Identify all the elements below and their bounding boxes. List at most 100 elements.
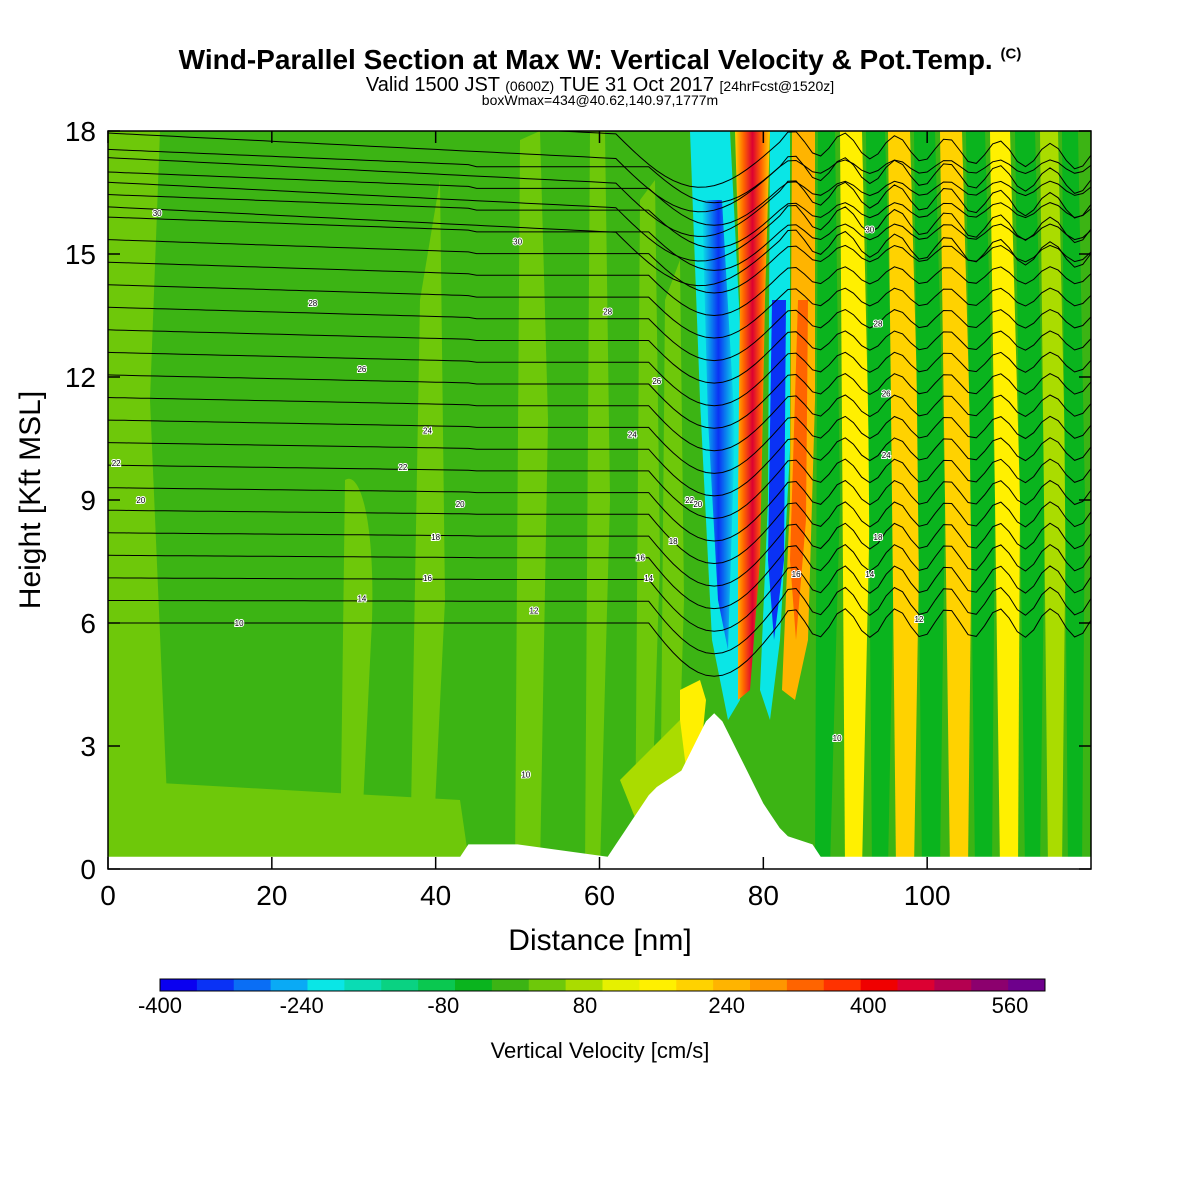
colorbar-swatch	[455, 979, 493, 991]
x-tick-label: 0	[100, 880, 116, 911]
contour-label: 28	[308, 299, 317, 308]
colorbar-swatch	[1008, 979, 1046, 991]
colorbar-swatch	[971, 979, 1009, 991]
colorbar: -400 -240 -80 80 240 400 560	[138, 978, 1046, 1018]
contour-label: 14	[865, 570, 874, 579]
theta-contour	[108, 543, 1091, 610]
contour-label: 30	[513, 238, 522, 247]
contour-label: 30	[153, 209, 162, 218]
colorbar-swatch	[934, 979, 972, 991]
theta-contour	[108, 206, 1091, 287]
colorbar-swatch	[750, 979, 788, 991]
chart-box-info: boxWmax=434@40.62,140.97,1777m	[481, 92, 719, 108]
contour-label: 20	[136, 496, 145, 505]
contour-label: 16	[792, 570, 801, 579]
colorbar-swatch	[860, 979, 899, 991]
theta-contour	[108, 437, 1091, 497]
colorbar-swatch	[381, 979, 419, 991]
contour-label: 24	[423, 426, 432, 435]
contour-label: 26	[357, 365, 366, 374]
y-tick-label: 15	[65, 239, 96, 270]
contour-label: 28	[874, 320, 883, 329]
contour-label: 16	[636, 553, 645, 562]
theta-contour	[108, 148, 1091, 204]
theta-contour	[108, 415, 1091, 474]
contour-label: 22	[398, 463, 407, 472]
contour-label: 28	[603, 307, 612, 316]
theta-contour	[108, 586, 1091, 655]
contour-label: 24	[882, 451, 891, 460]
theta-contour	[108, 373, 1091, 429]
colorbar-tick-label: -240	[280, 993, 324, 1018]
y-tick-label: 6	[80, 608, 96, 639]
theta-contour	[108, 565, 1091, 632]
colorbar-swatch	[713, 979, 751, 991]
colorbar-swatch	[823, 979, 862, 991]
x-tick-label: 80	[748, 880, 779, 911]
colorbar-swatch	[786, 979, 825, 991]
colorbar-swatch	[897, 979, 935, 991]
colorbar-label: Vertical Velocity [cm/s]	[491, 1038, 710, 1063]
contour-label: 30	[865, 225, 874, 234]
colorbar-swatch	[639, 979, 677, 991]
contour-label: 18	[874, 533, 883, 542]
colorbar-tick-label: 240	[708, 993, 745, 1018]
y-tick-label: 12	[65, 362, 96, 393]
y-tick-label: 9	[80, 485, 96, 516]
colorbar-swatch	[160, 979, 198, 991]
theta-contour	[108, 522, 1091, 587]
theta-contour	[108, 608, 1091, 677]
theta-contour	[108, 181, 1091, 262]
theta-contour	[108, 239, 1091, 294]
contour-label: 12	[530, 607, 539, 616]
contour-label: 12	[915, 615, 924, 624]
contour-label: 20	[456, 500, 465, 509]
x-tick-label: 40	[420, 880, 451, 911]
colorbar-swatch	[307, 979, 345, 991]
theta-contour	[108, 171, 1091, 226]
contour-label: 10	[235, 619, 244, 628]
theta-contour	[108, 261, 1091, 317]
colorbar-tick-label: 560	[992, 993, 1029, 1018]
contour-label: 22	[112, 459, 121, 468]
x-tick-label: 100	[904, 880, 951, 911]
colorbar-swatch	[602, 979, 640, 991]
x-tick-label: 60	[584, 880, 615, 911]
colorbar-tick-label: -80	[427, 993, 459, 1018]
contour-label: 18	[431, 533, 440, 542]
theta-contour	[108, 501, 1091, 565]
colorbar-tick-label: 400	[850, 993, 887, 1018]
contour-label: 22	[685, 496, 694, 505]
colorbar-swatch	[270, 979, 309, 991]
colorbar-swatch	[344, 979, 382, 991]
theta-contour	[108, 284, 1091, 339]
colorbar-swatch	[565, 979, 604, 991]
colorbar-swatch	[528, 979, 567, 991]
colorbar-swatch	[196, 979, 235, 991]
contour-label: 26	[652, 377, 661, 386]
contour-label: 24	[628, 430, 637, 439]
chart-subtitle: Valid 1500 JST (0600Z) TUE 31 Oct 2017 […	[365, 74, 835, 96]
colorbar-swatch	[233, 979, 272, 991]
theta-contour	[108, 157, 1091, 237]
theta-contour	[108, 351, 1091, 407]
colorbar-swatch	[491, 979, 530, 991]
contour-label: 18	[669, 537, 678, 546]
contour-label: 10	[833, 734, 842, 743]
theta-contour	[108, 306, 1091, 362]
theta-contour	[108, 394, 1091, 452]
colorbar-tick-label: 80	[573, 993, 597, 1018]
theta-contour	[108, 194, 1091, 249]
chart-title: Wind-Parallel Section at Max W: Vertical…	[178, 44, 1022, 75]
contour-label: 14	[357, 594, 366, 603]
colorbar-tick-label: -400	[138, 993, 182, 1018]
contour-label: 26	[882, 389, 891, 398]
x-tick-label: 20	[256, 880, 287, 911]
colorbar-swatch	[418, 979, 456, 991]
y-tick-label: 0	[80, 854, 96, 885]
contour-label: 14	[644, 574, 653, 583]
theta-contour	[108, 329, 1091, 384]
contour-label: 20	[693, 500, 702, 509]
y-axis-label: Height [Kft MSL]	[14, 391, 47, 609]
